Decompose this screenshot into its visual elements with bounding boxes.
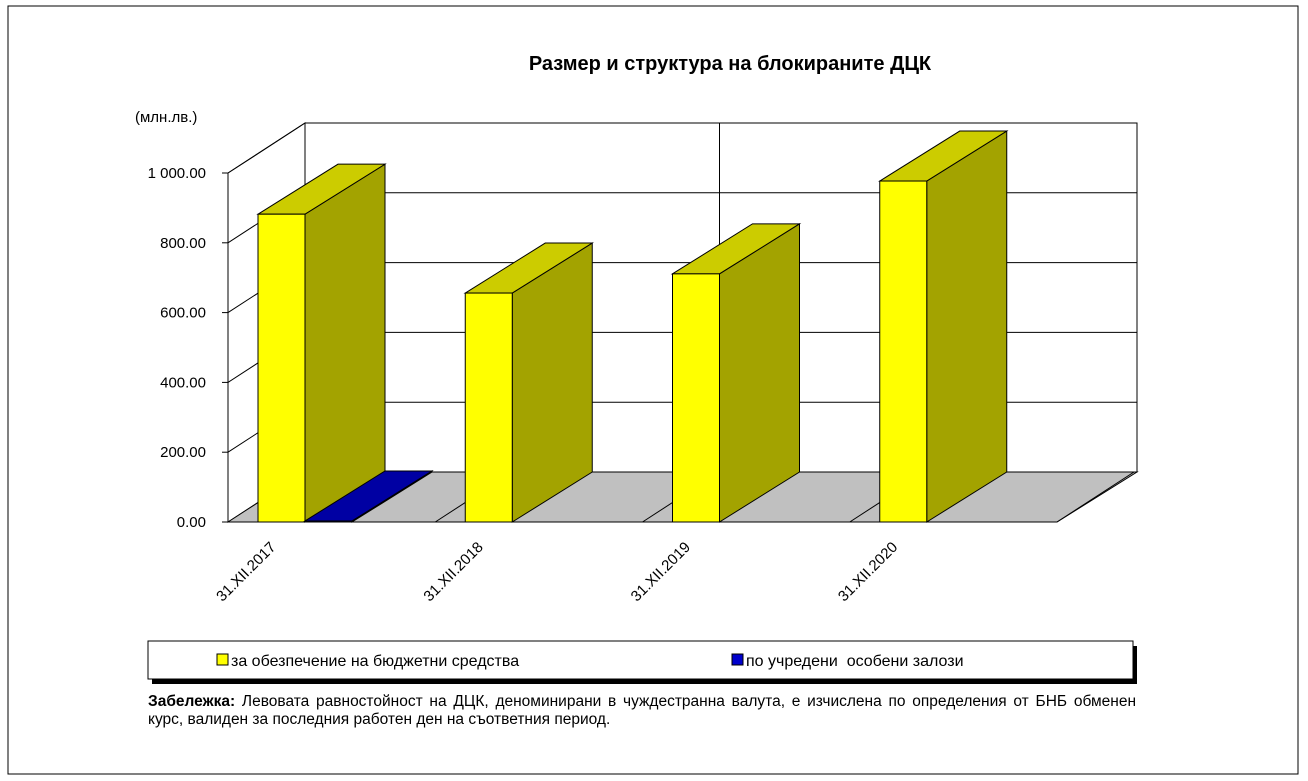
y-tick-label: 600.00: [160, 305, 206, 322]
legend-swatch: [216, 653, 229, 666]
bar: [878, 130, 1009, 523]
y-tick-label: 200.00: [160, 444, 206, 461]
legend-label: по учредени особени залози: [746, 653, 964, 670]
bar: [303, 470, 434, 523]
bar-side: [719, 222, 800, 523]
note-text: Левовата равностойност на ДЦК, деноминир…: [148, 693, 1137, 728]
legend: [147, 640, 1134, 680]
bar: [670, 222, 802, 523]
legend-label: за обезпечение на бюджетни средства: [231, 653, 519, 670]
chart-title: Размер и структура на блокираните ДЦК: [529, 53, 932, 75]
bar-front: [257, 213, 306, 523]
unit-label: (млн.лв.): [135, 109, 197, 126]
grid-line: [227, 122, 1137, 174]
bar: [463, 242, 594, 523]
bar-side: [926, 130, 1008, 523]
bar-front: [304, 520, 353, 523]
legend-swatch: [731, 653, 744, 666]
y-tick-label: 400.00: [160, 374, 206, 391]
bar-front: [672, 273, 720, 523]
floor-line: [1056, 471, 1135, 523]
bar-front: [879, 180, 928, 523]
y-tick-label: 800.00: [160, 235, 206, 252]
bar-side: [304, 163, 386, 523]
bar-front: [464, 292, 513, 523]
y-tick-label: 1 000.00: [148, 165, 206, 182]
note-label: Забележка:: [148, 693, 236, 710]
y-tick-label: 0.00: [177, 514, 206, 531]
bar: [256, 163, 387, 523]
note: Забележка: Левовата равностойност на ДЦК…: [148, 693, 1136, 729]
